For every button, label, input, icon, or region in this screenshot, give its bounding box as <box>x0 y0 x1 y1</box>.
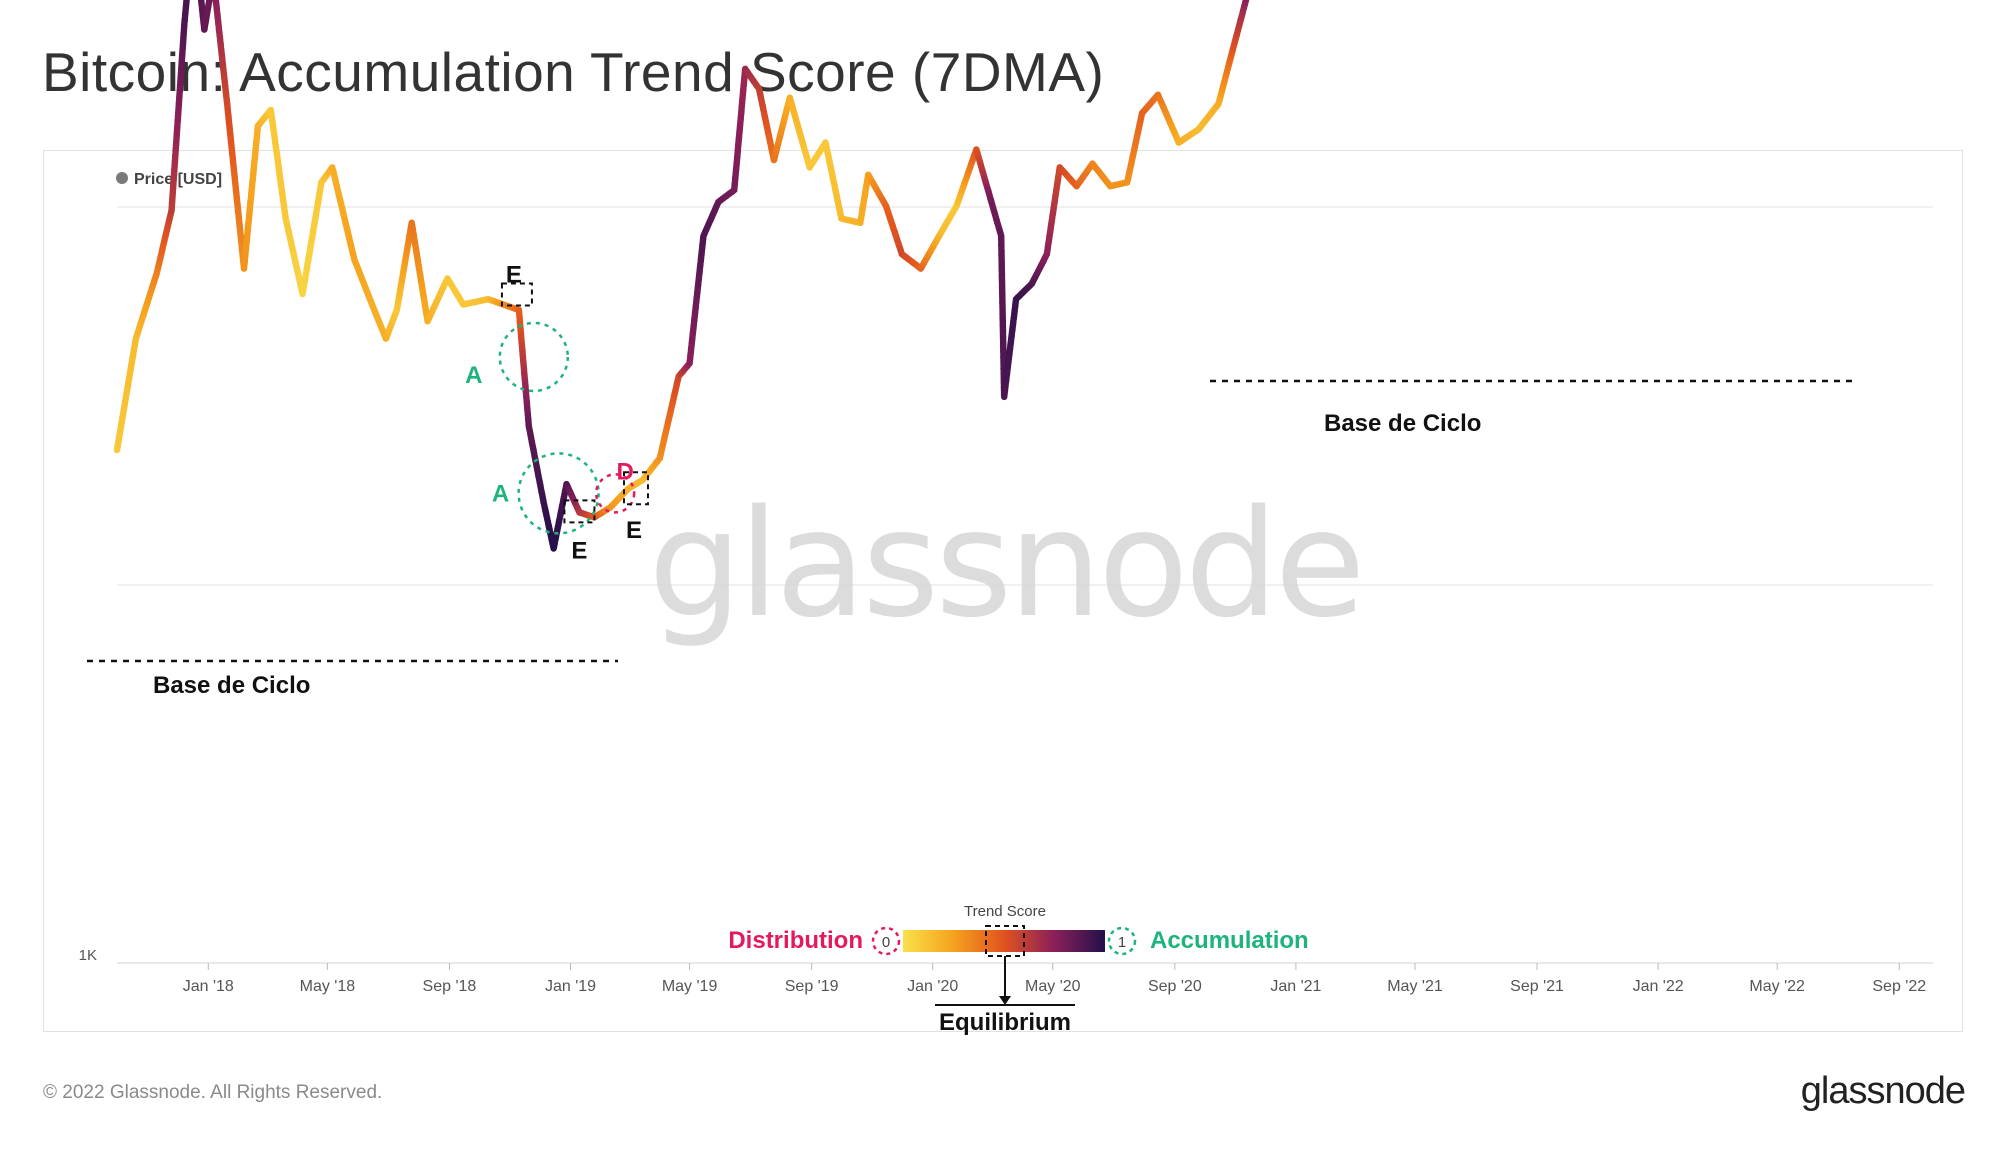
x-tick-label: Sep '20 <box>1148 978 1202 995</box>
annotation-label-a: A <box>492 480 509 507</box>
annotation-label-e: E <box>626 517 642 544</box>
annotation-label-e: E <box>571 537 587 564</box>
scale-min-label: 0 <box>882 934 890 951</box>
x-tick-label: Sep '18 <box>423 978 477 995</box>
footer-copyright: © 2022 Glassnode. All Rights Reserved. <box>43 1082 383 1103</box>
price-point <box>207 0 213 2</box>
x-tick-label: Jan '22 <box>1633 978 1684 995</box>
equilibrium-label: Equilibrium <box>939 1009 1071 1036</box>
glassnode-logo[interactable]: glassnode <box>1800 1070 1966 1112</box>
equilibrium-marker-box <box>622 471 649 506</box>
x-tick-label: Jan '21 <box>1270 978 1321 995</box>
x-tick-label: Jan '19 <box>545 978 596 995</box>
scale-max-name: Accumulation <box>1150 927 1309 954</box>
x-tick-label: May '20 <box>1025 978 1081 995</box>
cycle-base-label-2021: Base de Ciclo <box>1324 410 1481 437</box>
price-point <box>183 0 190 2</box>
legend-marker <box>116 172 128 184</box>
x-tick-label: Sep '19 <box>785 978 839 995</box>
annotation-label-e: E <box>506 262 522 289</box>
scale-max-label: 1 <box>1118 934 1126 951</box>
scale-min-marker <box>871 926 901 956</box>
equilibrium-marker-box <box>500 282 533 307</box>
distribution-marker-circle <box>594 473 636 514</box>
scale-min-name: Distribution <box>728 927 863 954</box>
cycle-base-label-2018: Base de Ciclo <box>153 672 310 699</box>
price-series[interactable] <box>113 0 1937 552</box>
equilibrium-box <box>985 925 1025 957</box>
scale-gradient-bar <box>903 930 1105 952</box>
annotations: EAAEDEEAAEDE <box>465 262 649 564</box>
x-tick-label: May '21 <box>1387 978 1443 995</box>
y-tick-label: 1K <box>79 947 97 964</box>
x-tick-label: Jan '18 <box>183 978 234 995</box>
x-tick-label: Sep '22 <box>1872 978 1926 995</box>
scale-title: Trend Score <box>964 903 1046 920</box>
x-tick-label: May '19 <box>662 978 718 995</box>
trend-score-scale: Trend Score Distribution 0 1 Accumulatio… <box>728 903 1308 1036</box>
annotation-label-a: A <box>465 362 482 389</box>
watermark: glassnode <box>648 478 1361 650</box>
legend-label: Price [USD] <box>134 171 222 188</box>
accumulation-marker-circle <box>498 321 570 393</box>
scale-max-marker <box>1107 926 1137 956</box>
equilibrium-arrowhead <box>999 996 1011 1005</box>
x-tick-label: May '18 <box>300 978 356 995</box>
chart-legend[interactable]: Price [USD] <box>116 171 222 188</box>
accumulation-marker-circle <box>517 452 600 535</box>
x-axis: Jan '18 May '18 Sep '18 Jan '19 May '19 Sep '… <box>183 963 1926 995</box>
x-tick-label: May '22 <box>1749 978 1805 995</box>
price-point <box>1243 0 1250 2</box>
equilibrium-marker-box <box>563 499 596 524</box>
x-tick-label: Sep '21 <box>1510 978 1564 995</box>
x-tick-label: Jan '20 <box>907 978 958 995</box>
